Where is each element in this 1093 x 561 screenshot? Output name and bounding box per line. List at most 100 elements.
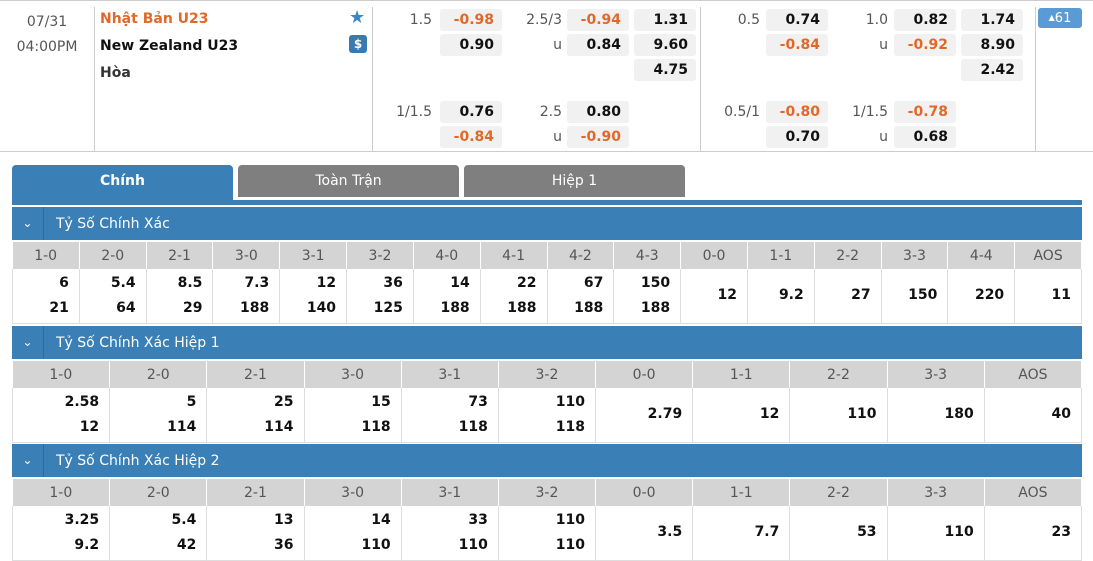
score-odds-value[interactable]: 180 (944, 406, 974, 423)
score-odds-value[interactable]: 140 (306, 299, 337, 316)
away-team[interactable]: New Zealand U23 (100, 38, 239, 54)
section-header[interactable]: ⌄ Tỷ Số Chính Xác Hiệp 1 (12, 326, 1082, 359)
odds-value-button[interactable]: 0.70 (766, 126, 828, 148)
star-icon[interactable]: ★ (349, 7, 366, 28)
score-odds-value[interactable]: 7.3 (244, 274, 270, 291)
odds-value-button[interactable]: -0.90 (567, 126, 629, 148)
score-odds-value[interactable]: 25 (274, 393, 294, 410)
score-odds-value[interactable]: 8.5 (177, 274, 203, 291)
score-odds-value[interactable]: 114 (264, 418, 294, 435)
chevron-down-icon[interactable]: ⌄ (12, 326, 44, 359)
score-odds-value[interactable]: 9.2 (778, 287, 804, 304)
score-odds-value[interactable]: 110 (555, 536, 586, 553)
score-odds-value[interactable]: 27 (851, 287, 871, 304)
score-odds-value[interactable]: 33 (468, 511, 488, 528)
odds-value-button[interactable]: 1.31 (634, 9, 696, 31)
score-odds-value[interactable]: 11 (1051, 287, 1071, 304)
score-odds-value[interactable]: 188 (240, 299, 270, 316)
odds-value-button[interactable]: -0.80 (766, 101, 828, 123)
score-odds-value[interactable]: 64 (116, 299, 136, 316)
home-team[interactable]: Nhật Bản U23 (100, 11, 209, 27)
odds-value-button[interactable]: 9.60 (634, 34, 696, 56)
score-odds-value[interactable]: 110 (555, 511, 586, 528)
score-odds-value[interactable]: 118 (555, 418, 586, 435)
tab-chinh[interactable]: Chính (12, 165, 233, 202)
score-column-header: 1-1 (747, 240, 815, 269)
score-odds-value[interactable]: 14 (450, 274, 470, 291)
odds-value-button[interactable]: -0.92 (894, 34, 956, 56)
score-odds-value[interactable]: 73 (468, 393, 488, 410)
score-odds-value[interactable]: 3.25 (64, 511, 100, 528)
score-odds-value[interactable]: 110 (361, 536, 391, 553)
more-bets-button[interactable]: ▲61 (1038, 8, 1082, 28)
dollar-icon[interactable]: $ (349, 35, 367, 53)
score-odds-value[interactable]: 5.4 (171, 511, 197, 528)
odds-value-button[interactable]: 0.68 (894, 126, 956, 148)
score-odds-value[interactable]: 15 (371, 393, 391, 410)
odds-value-button[interactable]: 0.80 (567, 101, 629, 123)
score-odds-value[interactable]: 150 (908, 287, 938, 304)
odds-value-button[interactable]: 0.76 (440, 101, 502, 123)
score-odds-value[interactable]: 5 (186, 393, 197, 410)
score-odds-value[interactable]: 110 (555, 393, 586, 410)
score-odds-value[interactable]: 2.79 (647, 406, 683, 423)
score-odds-value[interactable]: 13 (274, 511, 294, 528)
score-odds-value[interactable]: 2.58 (64, 393, 100, 410)
score-odds-value[interactable]: 12 (316, 274, 337, 291)
score-odds-value[interactable]: 118 (458, 418, 488, 435)
score-odds-value[interactable]: 188 (507, 299, 537, 316)
score-odds-value[interactable]: 125 (373, 299, 403, 316)
score-odds-value[interactable]: 40 (1051, 406, 1071, 423)
score-odds-value[interactable]: 21 (49, 299, 69, 316)
score-odds-value[interactable]: 67 (583, 274, 604, 291)
section-header[interactable]: ⌄ Tỷ Số Chính Xác Hiệp 2 (12, 444, 1082, 477)
odds-value-button[interactable]: 0.90 (440, 34, 502, 56)
score-odds-value[interactable]: 110 (847, 406, 877, 423)
score-odds-value[interactable]: 29 (182, 299, 203, 316)
chevron-down-icon[interactable]: ⌄ (12, 207, 44, 240)
score-odds-value[interactable]: 12 (759, 406, 780, 423)
score-odds-value[interactable]: 9.2 (74, 536, 100, 553)
score-odds-value[interactable]: 14 (371, 511, 391, 528)
tab-hiep-1[interactable]: Hiệp 1 (464, 165, 685, 197)
score-odds-value[interactable]: 188 (574, 299, 604, 316)
odds-value-button[interactable]: 1.74 (961, 9, 1023, 31)
score-odds-value[interactable]: 5.4 (110, 274, 136, 291)
score-odds-value[interactable]: 42 (176, 536, 197, 553)
odds-value-button[interactable]: -0.84 (440, 126, 502, 148)
odds-value-button[interactable]: -0.84 (766, 34, 828, 56)
score-odds-cell: 13 36 (206, 506, 305, 561)
odds-value-button[interactable]: 2.42 (961, 59, 1023, 81)
tab-toan-tran[interactable]: Toàn Trận (238, 165, 459, 197)
score-odds-value[interactable]: 188 (440, 299, 470, 316)
score-odds-value[interactable]: 12 (717, 287, 737, 304)
score-odds-value[interactable]: 36 (274, 536, 294, 553)
score-odds-value[interactable]: 7.7 (754, 524, 780, 541)
odds-value-button[interactable]: 0.84 (567, 34, 629, 56)
score-odds-value[interactable]: 12 (79, 418, 100, 435)
odds-value-button[interactable]: -0.78 (894, 101, 956, 123)
score-odds-value[interactable]: 53 (857, 524, 877, 541)
section-header[interactable]: ⌄ Tỷ Số Chính Xác (12, 207, 1082, 240)
score-odds-value[interactable]: 23 (1051, 524, 1071, 541)
score-odds-value[interactable]: 110 (458, 536, 488, 553)
match-row: 07/31 04:00PM Nhật Bản U23 New Zealand U… (0, 0, 1093, 152)
score-odds-value[interactable]: 36 (383, 274, 403, 291)
score-odds-value[interactable]: 22 (517, 274, 537, 291)
score-odds-value[interactable]: 220 (974, 287, 1005, 304)
score-odds-cell: 22 188 (480, 269, 548, 324)
chevron-down-icon[interactable]: ⌄ (12, 444, 44, 477)
score-odds-value[interactable]: 110 (944, 524, 974, 541)
score-odds-value[interactable]: 3.5 (657, 524, 683, 541)
score-odds-value[interactable]: 118 (361, 418, 391, 435)
score-odds-value[interactable]: 6 (59, 274, 69, 291)
odds-value-button[interactable]: -0.94 (567, 9, 629, 31)
odds-value-button[interactable]: -0.98 (440, 9, 502, 31)
odds-value-button[interactable]: 4.75 (634, 59, 696, 81)
score-odds-value[interactable]: 188 (640, 299, 671, 316)
odds-value-button[interactable]: 0.74 (766, 9, 828, 31)
odds-value-button[interactable]: 8.90 (961, 34, 1023, 56)
odds-value-button[interactable]: 0.82 (894, 9, 956, 31)
score-odds-value[interactable]: 114 (167, 418, 197, 435)
score-odds-value[interactable]: 150 (640, 274, 671, 291)
